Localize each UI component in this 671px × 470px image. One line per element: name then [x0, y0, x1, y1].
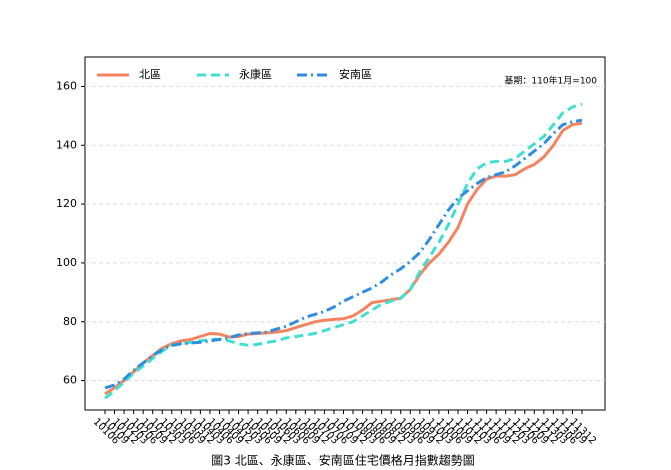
legend-label: 安南區 — [339, 67, 372, 81]
caption: 圖3 北區、永康區、安南區住宅價格月指數趨勢圖 — [211, 453, 474, 468]
y-tick-label: 80 — [63, 315, 77, 328]
y-tick-label: 140 — [56, 138, 77, 151]
annotation: 基期：110年1月=100 — [504, 75, 597, 87]
y-tick-label: 60 — [63, 374, 77, 387]
plot-frame — [84, 56, 606, 411]
y-tick-label: 160 — [56, 79, 77, 92]
y-tick-label: 120 — [56, 197, 77, 210]
series-line — [104, 121, 583, 396]
y-tick-label: 100 — [56, 256, 77, 269]
legend-label: 北區 — [139, 68, 161, 81]
series-line — [104, 102, 583, 400]
legend-label: 永康區 — [239, 67, 272, 81]
series-line — [104, 118, 583, 390]
